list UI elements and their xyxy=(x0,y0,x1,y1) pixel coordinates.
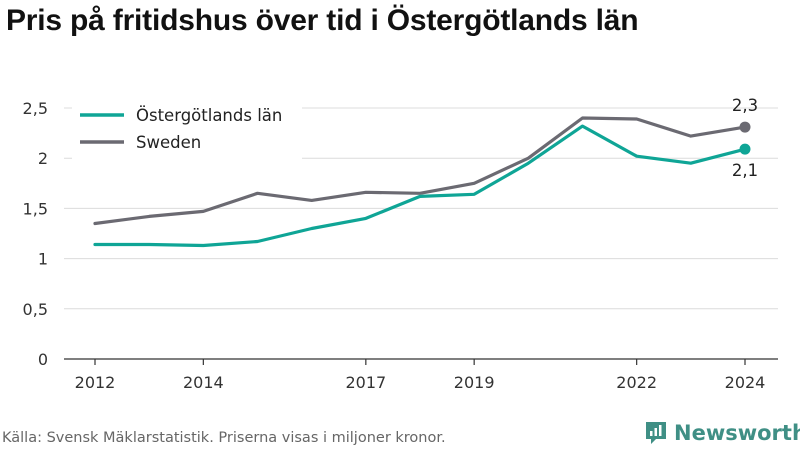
legend-label: Östergötlands län xyxy=(136,106,282,125)
end-marker xyxy=(739,121,751,133)
line-chart: 0 0,5 1 1,5 2 2,5 2012 2014 2017 2019 2022 2024 Ös… xyxy=(23,96,778,392)
y-tick-label: 0,5 xyxy=(23,300,48,319)
series-line xyxy=(93,116,747,226)
x-tick-label: 2012 xyxy=(75,373,116,392)
legend-background xyxy=(72,97,302,159)
x-tick-label: 2017 xyxy=(345,373,386,392)
x-tick-label: 2024 xyxy=(725,373,766,392)
end-marker xyxy=(739,143,751,155)
x-tick-label: 2022 xyxy=(616,373,657,392)
y-tick-label: 1 xyxy=(38,250,48,269)
y-tick-label: 0 xyxy=(38,350,48,369)
y-tick-label: 1,5 xyxy=(23,199,48,218)
source-note: Källa: Svensk Mäklarstatistik. Priserna … xyxy=(2,430,446,446)
y-tick-label: 2,5 xyxy=(23,99,48,118)
series-line xyxy=(93,124,747,248)
brand-name: Newsworthy xyxy=(674,421,800,445)
end-markers: 2,1 2,3 xyxy=(732,96,758,180)
brand-logo: Newsworthy xyxy=(644,420,800,446)
end-value-label: 2,3 xyxy=(732,96,758,115)
x-axis xyxy=(64,358,778,365)
x-tick-label: 2014 xyxy=(183,373,224,392)
legend-label: Sweden xyxy=(136,133,201,152)
chart-title: Pris på fritidshus över tid i Östergötla… xyxy=(6,4,639,37)
newsworthy-logo-icon xyxy=(646,422,666,444)
y-axis-tick-labels: 0 0,5 1 1,5 2 2,5 xyxy=(23,99,48,369)
y-tick-label: 2 xyxy=(38,149,48,168)
series-lines xyxy=(93,116,747,248)
legend: Östergötlands län Sweden xyxy=(72,97,302,159)
end-value-label: 2,1 xyxy=(732,161,758,180)
x-axis-tick-labels: 2012 2014 2017 2019 2022 2024 xyxy=(75,373,766,392)
x-tick-label: 2019 xyxy=(454,373,495,392)
